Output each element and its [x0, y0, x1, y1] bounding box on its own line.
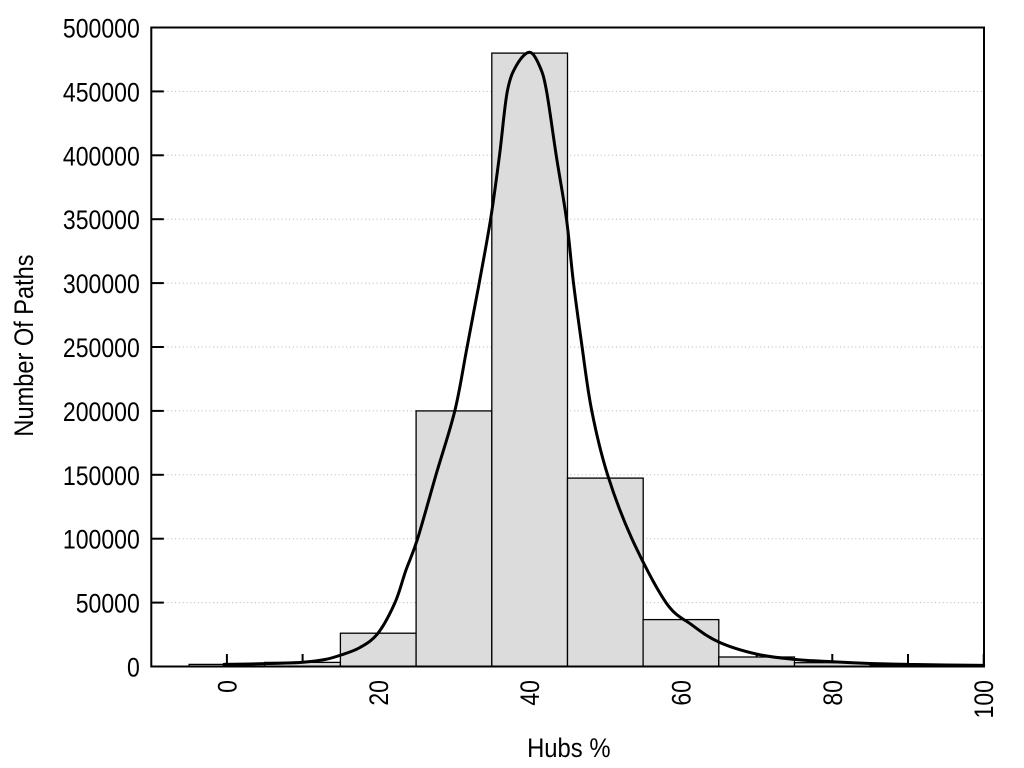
- svg-text:400000: 400000: [63, 143, 140, 172]
- svg-text:150000: 150000: [63, 462, 140, 491]
- svg-text:300000: 300000: [63, 271, 140, 300]
- svg-text:450000: 450000: [63, 79, 140, 108]
- svg-text:200000: 200000: [63, 398, 140, 427]
- svg-text:0: 0: [127, 654, 140, 683]
- svg-text:50000: 50000: [76, 590, 140, 619]
- svg-text:350000: 350000: [63, 207, 140, 236]
- svg-text:60: 60: [668, 680, 697, 706]
- svg-text:100000: 100000: [63, 526, 140, 555]
- svg-text:100: 100: [971, 680, 1000, 718]
- svg-text:80: 80: [819, 680, 848, 706]
- svg-text:250000: 250000: [63, 335, 140, 364]
- svg-text:20: 20: [365, 680, 394, 706]
- svg-text:40: 40: [517, 680, 546, 706]
- svg-text:Hubs %: Hubs %: [527, 734, 610, 763]
- svg-text:Number Of Paths: Number Of Paths: [10, 254, 40, 436]
- svg-text:0: 0: [214, 680, 243, 693]
- svg-text:500000: 500000: [63, 15, 140, 44]
